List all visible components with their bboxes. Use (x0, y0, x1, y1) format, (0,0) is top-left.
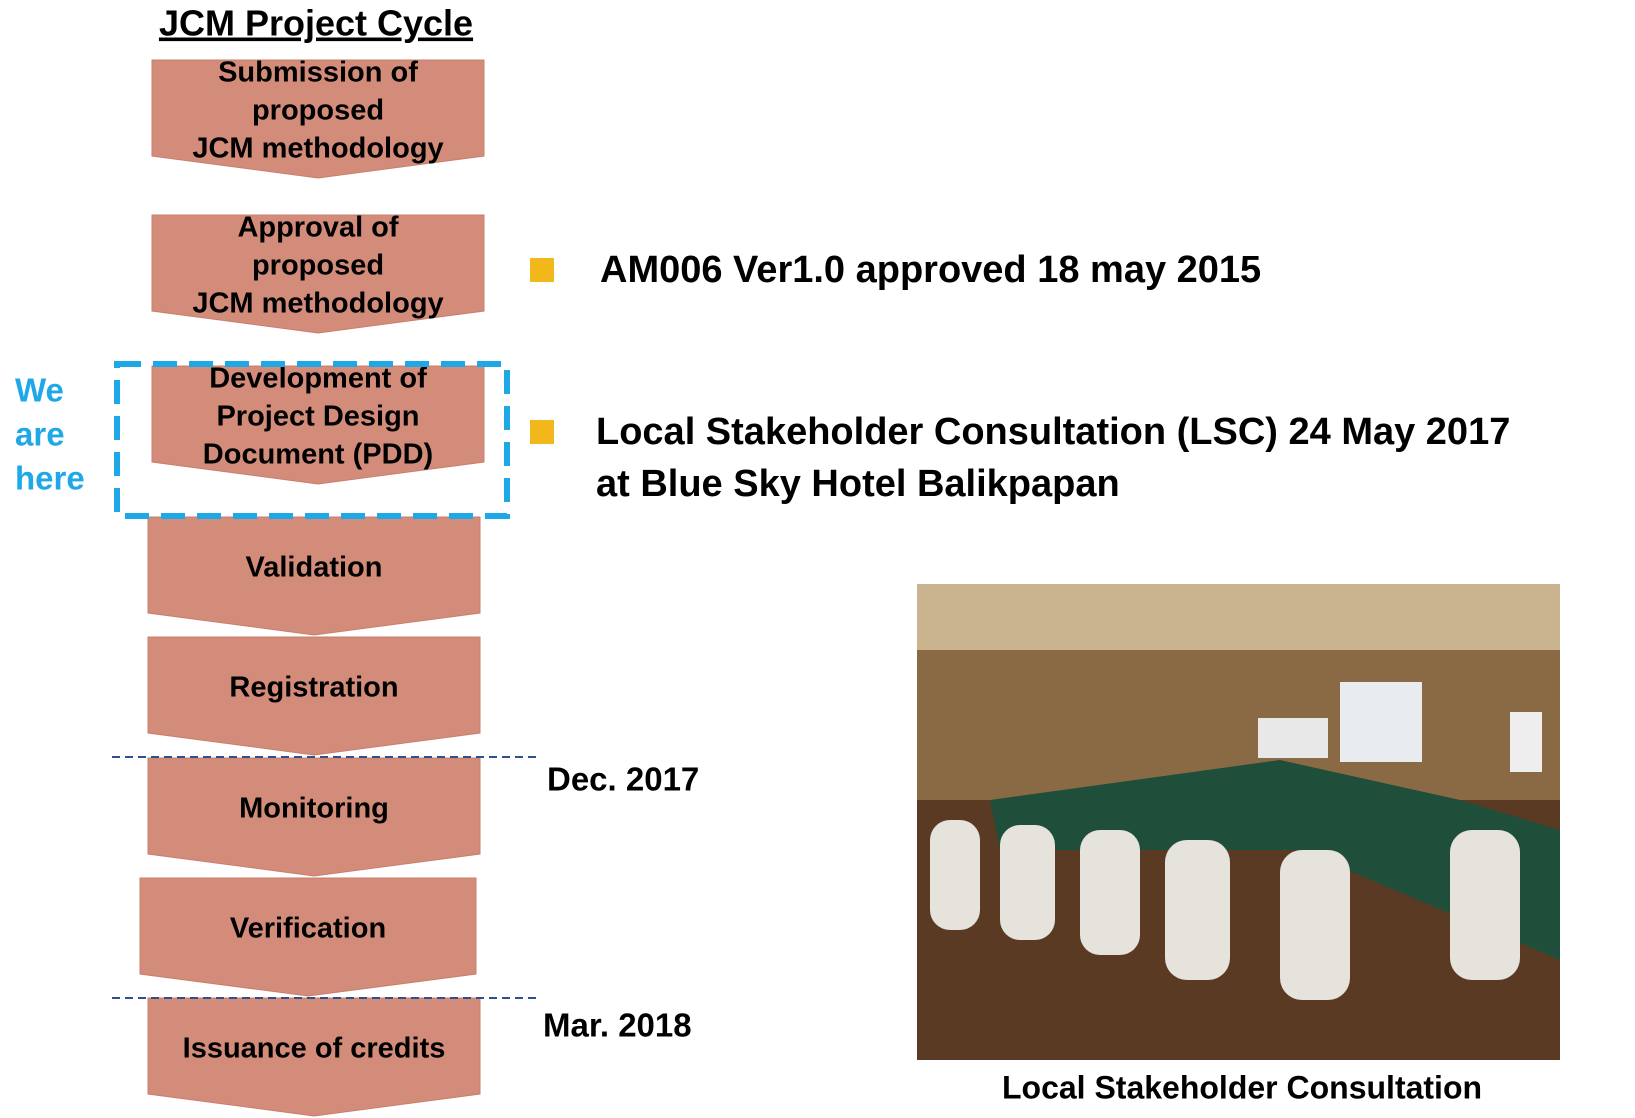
milestone-label: Mar. 2018 (543, 1007, 692, 1044)
bullet-text: AM006 Ver1.0 approved 18 may 2015 (600, 249, 1261, 291)
marker-label: We (15, 372, 64, 409)
step-label: JCM methodology (192, 133, 443, 165)
photo-caption: Local Stakeholder Consultation (1002, 1069, 1482, 1105)
step-label: Monitoring (239, 793, 389, 825)
bullet-text: at Blue Sky Hotel Balikpapan (596, 463, 1120, 505)
title: JCM Project Cycle (159, 3, 473, 44)
bullet-text: Local Stakeholder Consultation (LSC) 24 … (596, 411, 1510, 453)
step-label: Project Design (216, 401, 419, 433)
step-label: Registration (229, 672, 398, 704)
bullet (530, 420, 554, 444)
step-label: Submission of (218, 57, 418, 89)
marker-label: here (15, 460, 85, 497)
step-label: Approval of (237, 212, 398, 244)
milestone-label: Dec. 2017 (547, 761, 699, 798)
step-label: proposed (252, 95, 384, 127)
marker-label: are (15, 416, 65, 453)
slide: JCM Project Cycle Local Stakeholder Cons… (0, 0, 1635, 1118)
step-label: JCM methodology (192, 288, 443, 320)
step-label: proposed (252, 250, 384, 282)
step-label: Issuance of credits (183, 1033, 446, 1065)
step-label: Verification (230, 913, 386, 945)
photo (917, 584, 1560, 1060)
bullet (530, 258, 554, 282)
step-label: Document (PDD) (203, 439, 433, 471)
step-label: Development of (209, 363, 427, 395)
step-label: Validation (246, 552, 383, 584)
